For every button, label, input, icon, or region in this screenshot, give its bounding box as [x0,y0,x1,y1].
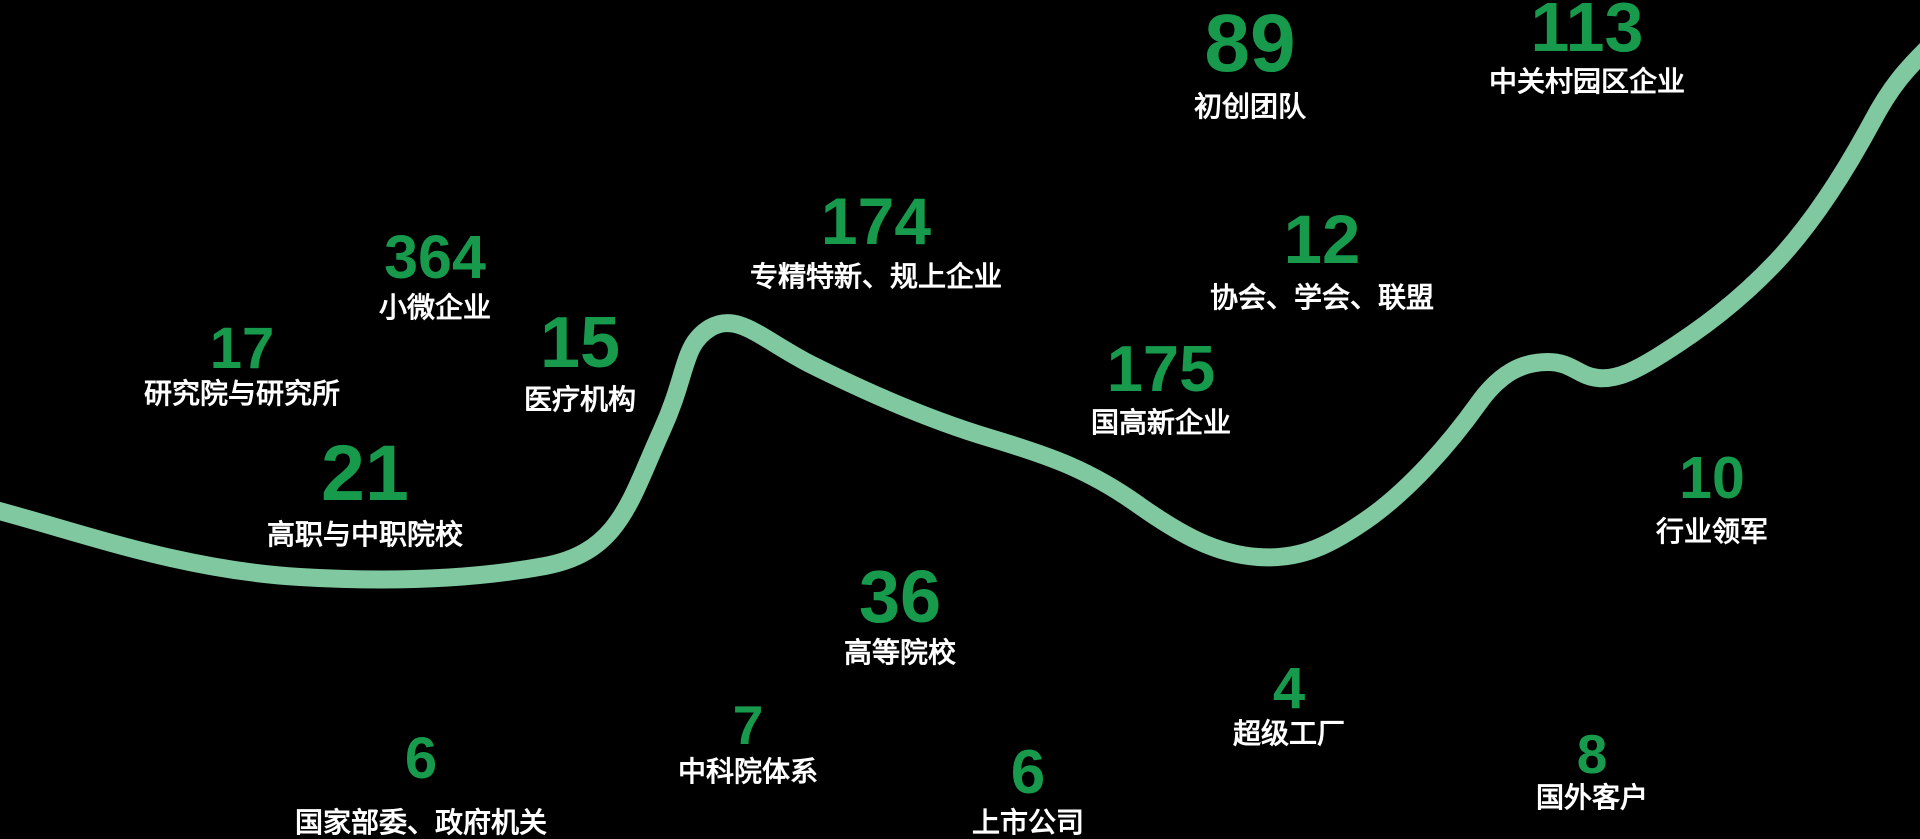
stat-label: 国高新企业 [1090,407,1232,438]
stat-item-government-agencies: 6 国家部委、政府机关 [295,730,547,839]
stat-label: 医疗机构 [523,384,637,415]
stat-value: 364 [384,223,486,291]
stat-label: 协会、学会、联盟 [1209,282,1435,313]
stat-label: 高职与中职院校 [266,519,464,550]
stat-item-associations-alliances: 12 协会、学会、联盟 [1210,205,1434,314]
stat-value: 12 [1283,201,1361,278]
stat-value: 7 [732,694,764,756]
stat-label: 小微企业 [378,292,492,323]
stat-value: 36 [858,555,942,638]
stat-label: 国家部委、政府机关 [294,807,548,838]
stat-label: 研究院与研究所 [143,378,341,409]
stat-label: 国外客户 [1535,782,1649,813]
stat-label: 行业领军 [1655,516,1769,547]
stat-item-startup-teams: 89 初创团队 [1194,3,1306,123]
stat-label: 上市公司 [971,807,1085,838]
stat-item-higher-education: 36 高等院校 [844,560,956,669]
stat-label: 专精特新、规上企业 [749,261,1003,292]
stat-item-research-institutes: 17 研究院与研究所 [144,320,340,410]
stat-value: 174 [820,184,932,258]
stat-value: 113 [1530,0,1644,66]
stat-item-super-factories: 4 超级工厂 [1233,660,1345,750]
stat-value: 10 [1679,445,1745,511]
stat-value: 4 [1272,656,1306,721]
stat-item-listed-companies: 6 上市公司 [972,742,1084,839]
stat-value: 17 [209,316,275,381]
stat-item-national-hightech-enterprises: 175 国高新企业 [1091,336,1231,439]
stat-item-cas-system: 7 中科院体系 [678,698,818,788]
wave-path [0,43,1920,589]
stat-value: 8 [1576,723,1608,785]
stat-value: 89 [1204,0,1296,89]
stat-value: 21 [321,428,409,517]
stat-item-small-micro-enterprises: 364 小微企业 [379,227,491,324]
stat-label: 高等院校 [843,637,957,668]
stat-value: 15 [539,303,621,383]
stat-item-vocational-colleges: 21 高职与中职院校 [267,433,463,551]
stat-label: 超级工厂 [1232,718,1346,749]
stat-value: 6 [1010,738,1046,807]
stat-item-medical-institutions: 15 医疗机构 [524,307,636,416]
stat-label: 初创团队 [1193,91,1307,122]
stat-item-overseas-clients: 8 国外客户 [1536,727,1648,814]
stat-label: 中科院体系 [677,756,819,787]
stat-item-industry-leaders: 10 行业领军 [1656,449,1768,548]
stat-item-specialized-enterprises: 174 专精特新、规上企业 [750,188,1002,293]
stat-value: 175 [1106,332,1216,405]
stat-value: 6 [404,726,438,791]
stat-label: 中关村园区企业 [1488,66,1686,97]
stat-item-zhongguancun-enterprises: 113 中关村园区企业 [1489,0,1685,98]
